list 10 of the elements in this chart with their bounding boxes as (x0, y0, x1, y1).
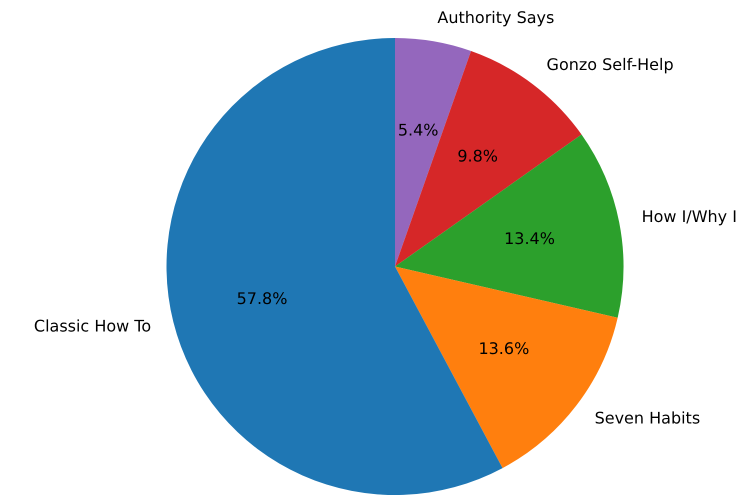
data-label: 13.4% (504, 229, 555, 248)
data-label: 9.8% (457, 146, 498, 166)
slice-label: Seven Habits (594, 408, 700, 428)
data-label: 5.4% (398, 120, 438, 140)
slice-label: How I/Why I (642, 207, 737, 226)
data-label: 57.8% (236, 288, 288, 308)
slice-label: Gonzo Self-Help (546, 55, 674, 74)
slice-label: Authority Says (437, 8, 554, 27)
data-label: 13.6% (478, 339, 530, 358)
slice-label: Classic How To (34, 316, 152, 336)
